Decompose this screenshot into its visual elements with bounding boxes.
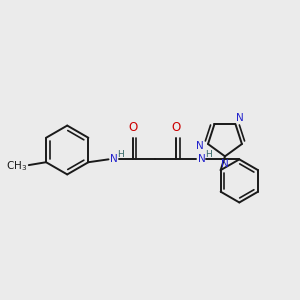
Text: N: N <box>110 154 118 164</box>
Text: N: N <box>236 112 244 123</box>
Text: CH$_3$: CH$_3$ <box>6 160 27 173</box>
Text: O: O <box>171 121 181 134</box>
Text: O: O <box>128 121 138 134</box>
Text: N: N <box>221 159 229 170</box>
Text: H: H <box>117 150 124 159</box>
Text: H: H <box>205 150 211 159</box>
Text: N: N <box>196 142 204 152</box>
Text: N: N <box>198 154 206 164</box>
